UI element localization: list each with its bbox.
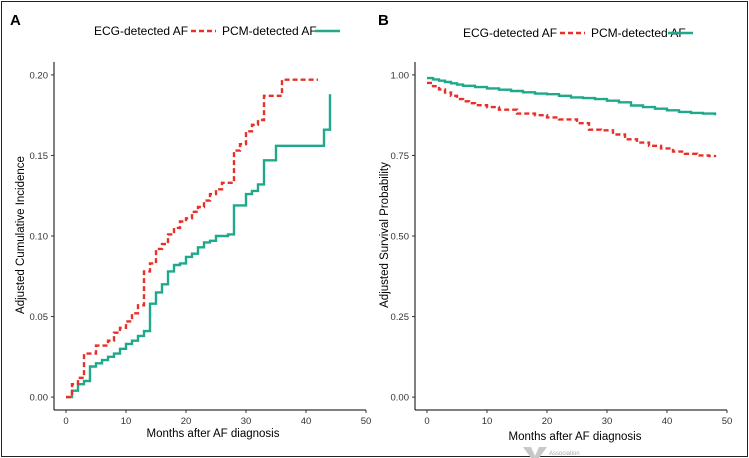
x-tick-label: 10 xyxy=(121,416,132,427)
panel-b-y-title: Adjusted Survival Probability xyxy=(379,162,391,308)
panel-a: A ECG-detected AF PCM-detected AF 0.000.… xyxy=(10,12,371,440)
publisher-watermark: Association xyxy=(523,447,580,458)
ecg-series-line xyxy=(427,81,717,158)
pcm-series-line xyxy=(427,76,717,116)
panel-a-letter: A xyxy=(10,12,21,29)
y-tick-label: 0.15 xyxy=(30,151,49,162)
y-tick-label: 1.00 xyxy=(391,70,410,81)
legend-a-ecg-label: ECG-detected AF xyxy=(94,24,188,38)
legend-b-ecg-label: ECG-detected AF xyxy=(463,26,557,40)
panel-b-y-ticks: 0.00 0.25 0.50 0.75 1.00 xyxy=(391,70,415,404)
x-tick-label: 30 xyxy=(602,416,613,427)
y-tick-label: 0.25 xyxy=(391,312,410,323)
panel-a-x-title: Months after AF diagnosis xyxy=(147,428,280,440)
panel-a-legend: ECG-detected AF PCM-detected AF xyxy=(94,24,340,38)
panel-b-legend: ECG-detected AF PCM-detected AF xyxy=(463,26,693,40)
ecg-series-line xyxy=(66,78,318,399)
x-tick-label: 40 xyxy=(301,416,312,427)
y-tick-label: 0.75 xyxy=(391,151,410,162)
panel-b-series xyxy=(427,76,717,158)
panel-b-x-ticks: 0 10 20 30 40 50 xyxy=(424,410,732,427)
legend-b-pcm-label: PCM-detected AF xyxy=(591,26,686,40)
panel-a-y-ticks: 0.00 0.05 0.10 0.15 0.20 xyxy=(30,70,54,404)
x-tick-label: 30 xyxy=(241,416,252,427)
x-tick-label: 10 xyxy=(482,416,493,427)
y-tick-label: 0.20 xyxy=(30,70,49,81)
x-tick-label: 20 xyxy=(542,416,553,427)
panel-b-letter: B xyxy=(378,12,389,29)
x-tick-label: 0 xyxy=(63,416,68,427)
y-tick-label: 0.50 xyxy=(391,232,410,243)
panel-b-x-title: Months after AF diagnosis xyxy=(509,431,642,443)
x-tick-label: 40 xyxy=(662,416,673,427)
panel-a-series xyxy=(66,78,332,399)
x-tick-label: 50 xyxy=(361,416,372,427)
y-tick-label: 0.00 xyxy=(30,393,49,404)
panel-a-x-ticks: 0 10 20 30 40 50 xyxy=(63,410,371,427)
y-tick-label: 0.10 xyxy=(30,232,49,243)
panel-a-y-title: Adjusted Cumulative Incidence xyxy=(15,156,27,314)
x-tick-label: 20 xyxy=(181,416,192,427)
x-tick-label: 0 xyxy=(424,416,429,427)
legend-a-pcm-label: PCM-detected AF xyxy=(222,24,317,38)
x-tick-label: 50 xyxy=(722,416,733,427)
panel-b: B ECG-detected AF PCM-detected AF 0.000.… xyxy=(378,12,732,443)
y-tick-label: 0.05 xyxy=(30,312,49,323)
watermark-text: Association xyxy=(549,451,580,457)
pcm-series-line xyxy=(66,94,332,399)
watermark-logo-icon xyxy=(523,447,547,458)
y-tick-label: 0.00 xyxy=(391,393,410,404)
